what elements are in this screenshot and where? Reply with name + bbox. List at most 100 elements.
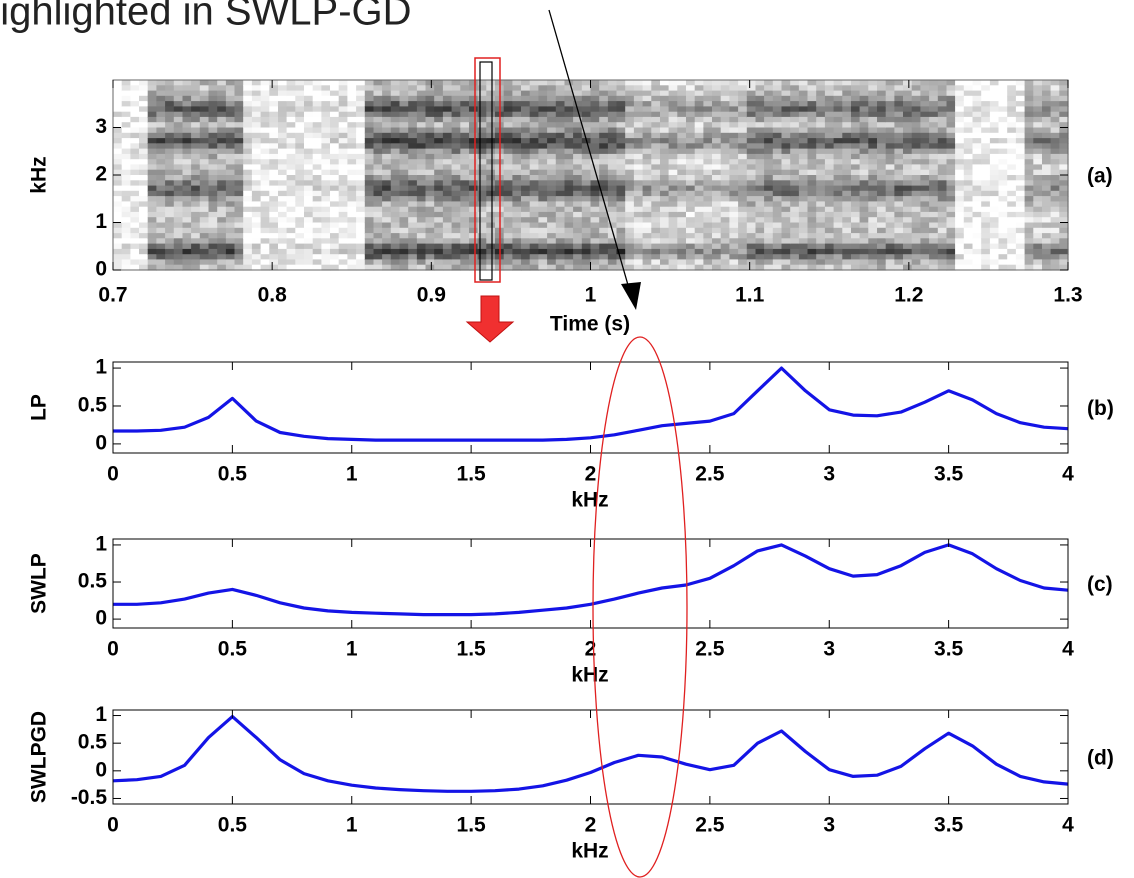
spectrogram-cell (217, 143, 226, 149)
spectrogram-cell (851, 207, 860, 213)
spectrogram-cell (721, 196, 730, 202)
spectrogram-cell (938, 223, 947, 229)
spectrogram-cell (200, 101, 209, 107)
spectrogram-cell (183, 149, 192, 155)
spectrogram-cell (400, 207, 409, 213)
spectrogram-cell (964, 96, 973, 102)
spectrogram-cell (191, 228, 200, 234)
spectrogram-cell (269, 223, 278, 229)
spectrogram-cell (799, 128, 808, 134)
spectrogram-cell (521, 254, 530, 260)
spectrogram-cell (947, 117, 956, 123)
spectrogram-cell (261, 96, 270, 102)
spectrogram-cell (339, 80, 348, 86)
spectrogram-cell (782, 196, 791, 202)
spectrogram-cell (634, 117, 643, 123)
spectrogram-cell (877, 207, 886, 213)
spectrogram-cell (738, 259, 747, 265)
spectrogram-cell (209, 143, 218, 149)
spectrogram-cell (330, 217, 339, 223)
spectrogram-cell (122, 207, 131, 213)
spectrogram-cell (460, 138, 469, 144)
spectrogram-cell (278, 201, 287, 207)
spectrogram-cell (226, 133, 235, 139)
spectrogram-cell (191, 217, 200, 223)
spectrogram-cell (999, 186, 1008, 192)
spectrogram-cell (1059, 196, 1068, 202)
spectrogram-cell (617, 212, 626, 218)
spectrogram-cell (261, 164, 270, 170)
spectrogram-cell (191, 254, 200, 260)
spectrogram-cell (981, 259, 990, 265)
spectrogram-cell (512, 91, 521, 97)
spectrogram-cell (391, 96, 400, 102)
spectrogram-cell (703, 254, 712, 260)
spectrogram-cell (521, 223, 530, 229)
spectrogram-cell (321, 191, 330, 197)
spectrogram-cell (469, 228, 478, 234)
spectrogram-cell (947, 191, 956, 197)
spectrogram-cell (747, 175, 756, 181)
spectrogram-cell (643, 159, 652, 165)
spectrogram-cell (573, 259, 582, 265)
spectrogram-cell (999, 223, 1008, 229)
spectrogram-cell (834, 201, 843, 207)
spectrogram-cell (504, 85, 513, 91)
spectrogram-cell (148, 96, 157, 102)
spectrogram-cell (842, 244, 851, 250)
spectrogram-cell (747, 101, 756, 107)
spectrogram-cell (877, 106, 886, 112)
spectrogram-cell (764, 138, 773, 144)
spectrogram-cell (842, 201, 851, 207)
spectrogram-cell (808, 106, 817, 112)
spectrogram-cell (903, 191, 912, 197)
spectrogram-cell (756, 128, 765, 134)
spectrogram-cell (816, 112, 825, 118)
spectrogram-cell (148, 259, 157, 265)
spectrogram-cell (964, 207, 973, 213)
spectrogram-cell (156, 122, 165, 128)
spectrogram-cell (790, 154, 799, 160)
spectrogram-cell (304, 180, 313, 186)
spectrogram-cell (408, 122, 417, 128)
spectrogram-cell (825, 249, 834, 255)
y-tick-label: 0.5 (78, 731, 108, 754)
spectrogram-cell (625, 196, 634, 202)
spectrogram-cell (313, 143, 322, 149)
spectrogram-cell (1016, 159, 1025, 165)
spectrogram-cell (677, 191, 686, 197)
spectrogram-cell (1051, 201, 1060, 207)
spectrogram-cell (339, 149, 348, 155)
spectrogram-cell (938, 191, 947, 197)
spectrogram-cell (295, 244, 304, 250)
spectrogram-cell (721, 96, 730, 102)
spectrogram-cell (894, 143, 903, 149)
spectrogram-cell (851, 96, 860, 102)
spectrogram-cell (469, 180, 478, 186)
spectrogram-cell (929, 149, 938, 155)
spectrogram-cell (920, 191, 929, 197)
spectrogram-cell (955, 217, 964, 223)
spectrogram-cell (999, 143, 1008, 149)
y-tick-label: 1 (95, 356, 107, 379)
spectrogram-cell (842, 101, 851, 107)
spectrogram-cell (894, 186, 903, 192)
spectrogram-cell (573, 217, 582, 223)
x-tick-label: 4 (1062, 463, 1074, 486)
spectrogram-cell (860, 186, 869, 192)
spectrogram-cell (278, 249, 287, 255)
spectrogram-cell (747, 91, 756, 97)
spectrogram-cell (209, 259, 218, 265)
spectrogram-cell (382, 212, 391, 218)
spectrogram-cell (617, 85, 626, 91)
spectrogram-cell (252, 138, 261, 144)
spectrogram-cell (877, 122, 886, 128)
spectrogram-cell (695, 91, 704, 97)
spectrogram-cell (295, 201, 304, 207)
spectrogram-cell (452, 138, 461, 144)
spectrogram-cell (825, 259, 834, 265)
spectrogram-cell (148, 117, 157, 123)
spectrogram-cell (677, 101, 686, 107)
spectrogram-cell (938, 254, 947, 260)
spectrogram-cell (756, 112, 765, 118)
